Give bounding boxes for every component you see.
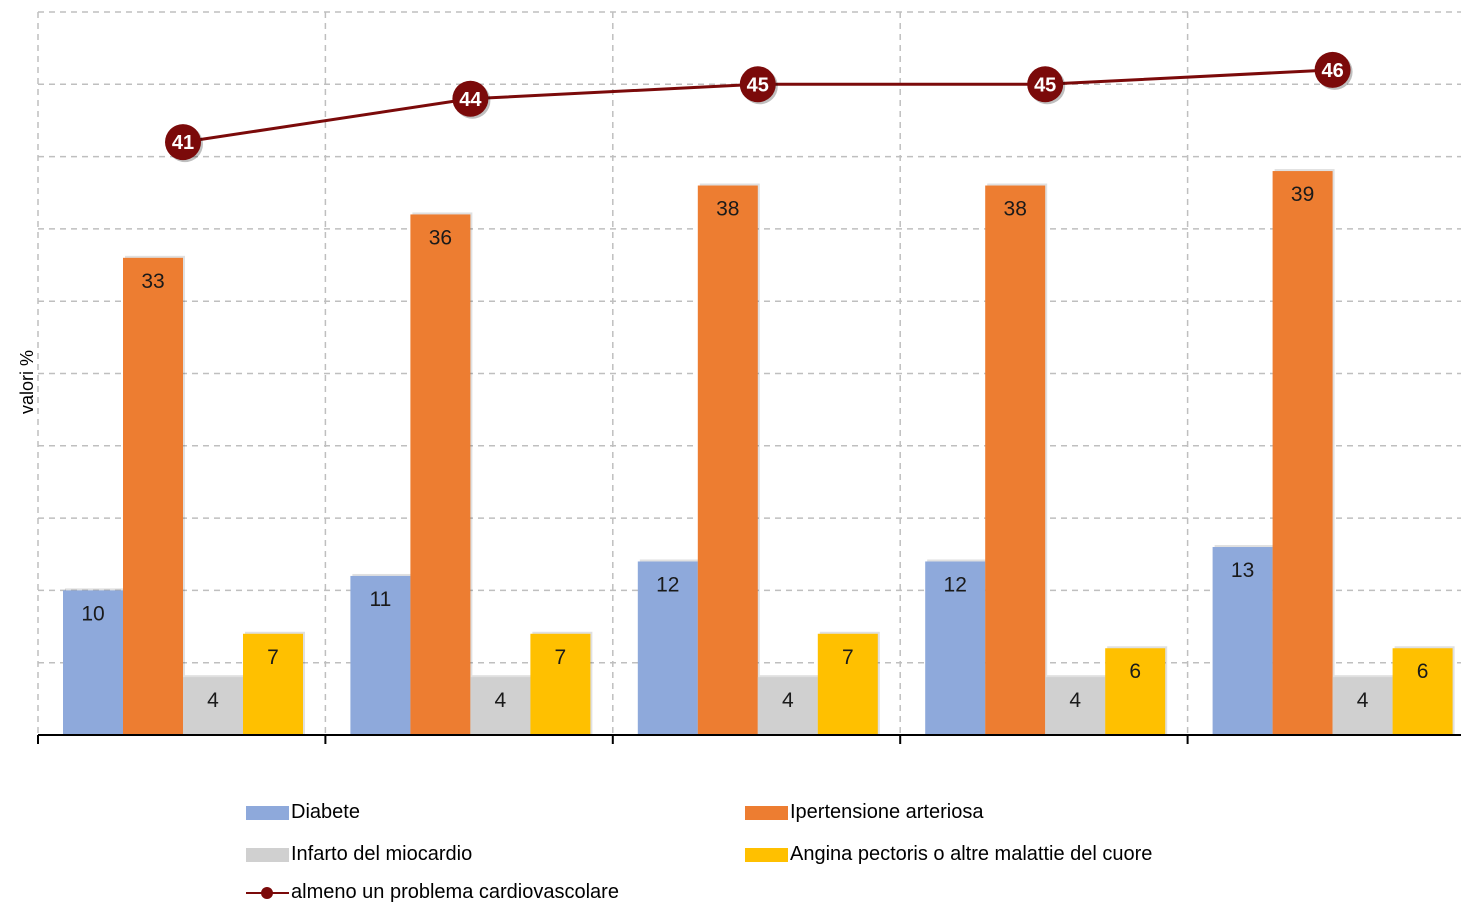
bar-value-label: 36 xyxy=(429,226,452,249)
x-tick-label: 2005 xyxy=(159,758,204,760)
bar xyxy=(123,257,183,735)
legend-swatch-angina xyxy=(745,847,788,862)
bar-value-label: 38 xyxy=(716,198,739,221)
bar xyxy=(985,185,1046,735)
legend-label-angina: Angina pectoris o altre malattie del cuo… xyxy=(790,843,1153,865)
bar-value-label: 4 xyxy=(207,689,219,712)
line-value-label: 45 xyxy=(747,74,769,96)
legend-marker-cardiovascolare xyxy=(246,886,289,900)
bar xyxy=(1392,648,1453,735)
line-point xyxy=(1027,66,1064,103)
legend-swatch-diabete xyxy=(246,805,289,820)
bar-value-label: 12 xyxy=(944,573,967,596)
bar xyxy=(697,185,758,735)
bar xyxy=(925,561,986,735)
line-value-label: 46 xyxy=(1321,60,1343,82)
bar xyxy=(63,590,123,735)
legend-label-diabete: Diabete xyxy=(291,801,360,823)
bars-group: 10 11 12 12 13 33 36 38 38 39 4 4 4 4 4 7 7 7 6 6 xyxy=(63,169,1455,735)
bar-value-label: 13 xyxy=(1231,559,1254,582)
bar xyxy=(530,633,591,735)
legend-swatch-infarto xyxy=(246,847,289,862)
legend-item-diabete: Diabete xyxy=(246,801,360,824)
legend-item-cardiovascolare: almeno un problema cardiovascolare xyxy=(246,881,619,904)
legend-label-infarto: Infarto del miocardio xyxy=(291,843,473,865)
bar xyxy=(470,677,531,735)
line-value-label: 45 xyxy=(1034,74,1056,96)
bar-value-label: 11 xyxy=(369,588,391,611)
y-axis-label: valori % xyxy=(17,350,37,414)
legend-item-infarto: Infarto del miocardio xyxy=(246,843,472,866)
bar xyxy=(1105,648,1166,735)
x-tick-label: 2007 xyxy=(447,758,492,760)
bar-value-label: 6 xyxy=(1417,660,1429,683)
line-value-label: 44 xyxy=(459,89,482,111)
bar-value-label: 4 xyxy=(495,689,507,712)
legend-item-angina: Angina pectoris o altre malattie del cuo… xyxy=(745,843,1152,866)
bar-value-label: 10 xyxy=(81,602,104,625)
bar xyxy=(243,633,303,735)
bar-value-label: 7 xyxy=(267,646,279,669)
bar-value-label: 38 xyxy=(1004,198,1027,221)
bar-value-label: 4 xyxy=(782,689,794,712)
bar xyxy=(1332,677,1393,735)
bar xyxy=(637,561,698,735)
bar-value-label: 4 xyxy=(1069,689,1081,712)
bar-value-label: 12 xyxy=(656,573,679,596)
bar-value-label: 39 xyxy=(1291,183,1314,206)
line-value-label: 41 xyxy=(172,132,194,154)
x-tick-label: 2013 xyxy=(1309,758,1354,760)
bar xyxy=(1272,171,1333,735)
bar-value-label: 7 xyxy=(842,646,854,669)
bar xyxy=(410,214,471,735)
line-point xyxy=(739,66,776,103)
bar-value-label: 4 xyxy=(1357,689,1369,712)
legend-label-cardiovascolare: almeno un problema cardiovascolare xyxy=(291,881,619,903)
bar xyxy=(1212,547,1273,735)
x-tick-label: 2011 xyxy=(1022,758,1065,760)
legend-item-ipertensione: Ipertensione arteriosa xyxy=(745,801,983,824)
bar-value-label: 7 xyxy=(555,646,567,669)
x-tick-label: 2009 xyxy=(734,758,779,760)
legend-label-ipertensione: Ipertensione arteriosa xyxy=(790,801,984,823)
bar xyxy=(183,677,243,735)
line-point xyxy=(452,80,489,117)
x-axis: 2005 2007 2009 2011 2013 xyxy=(37,734,1461,760)
line-point xyxy=(165,124,201,161)
line-point xyxy=(1314,51,1351,88)
bar xyxy=(1045,677,1106,735)
bar xyxy=(757,677,818,735)
bar-value-label: 6 xyxy=(1129,660,1141,683)
bar-value-label: 33 xyxy=(141,270,164,293)
line-series-group: 41 44 45 45 46 xyxy=(165,51,1353,163)
bar xyxy=(817,633,878,735)
bar xyxy=(350,575,411,735)
legend-swatch-ipertensione xyxy=(745,805,788,820)
